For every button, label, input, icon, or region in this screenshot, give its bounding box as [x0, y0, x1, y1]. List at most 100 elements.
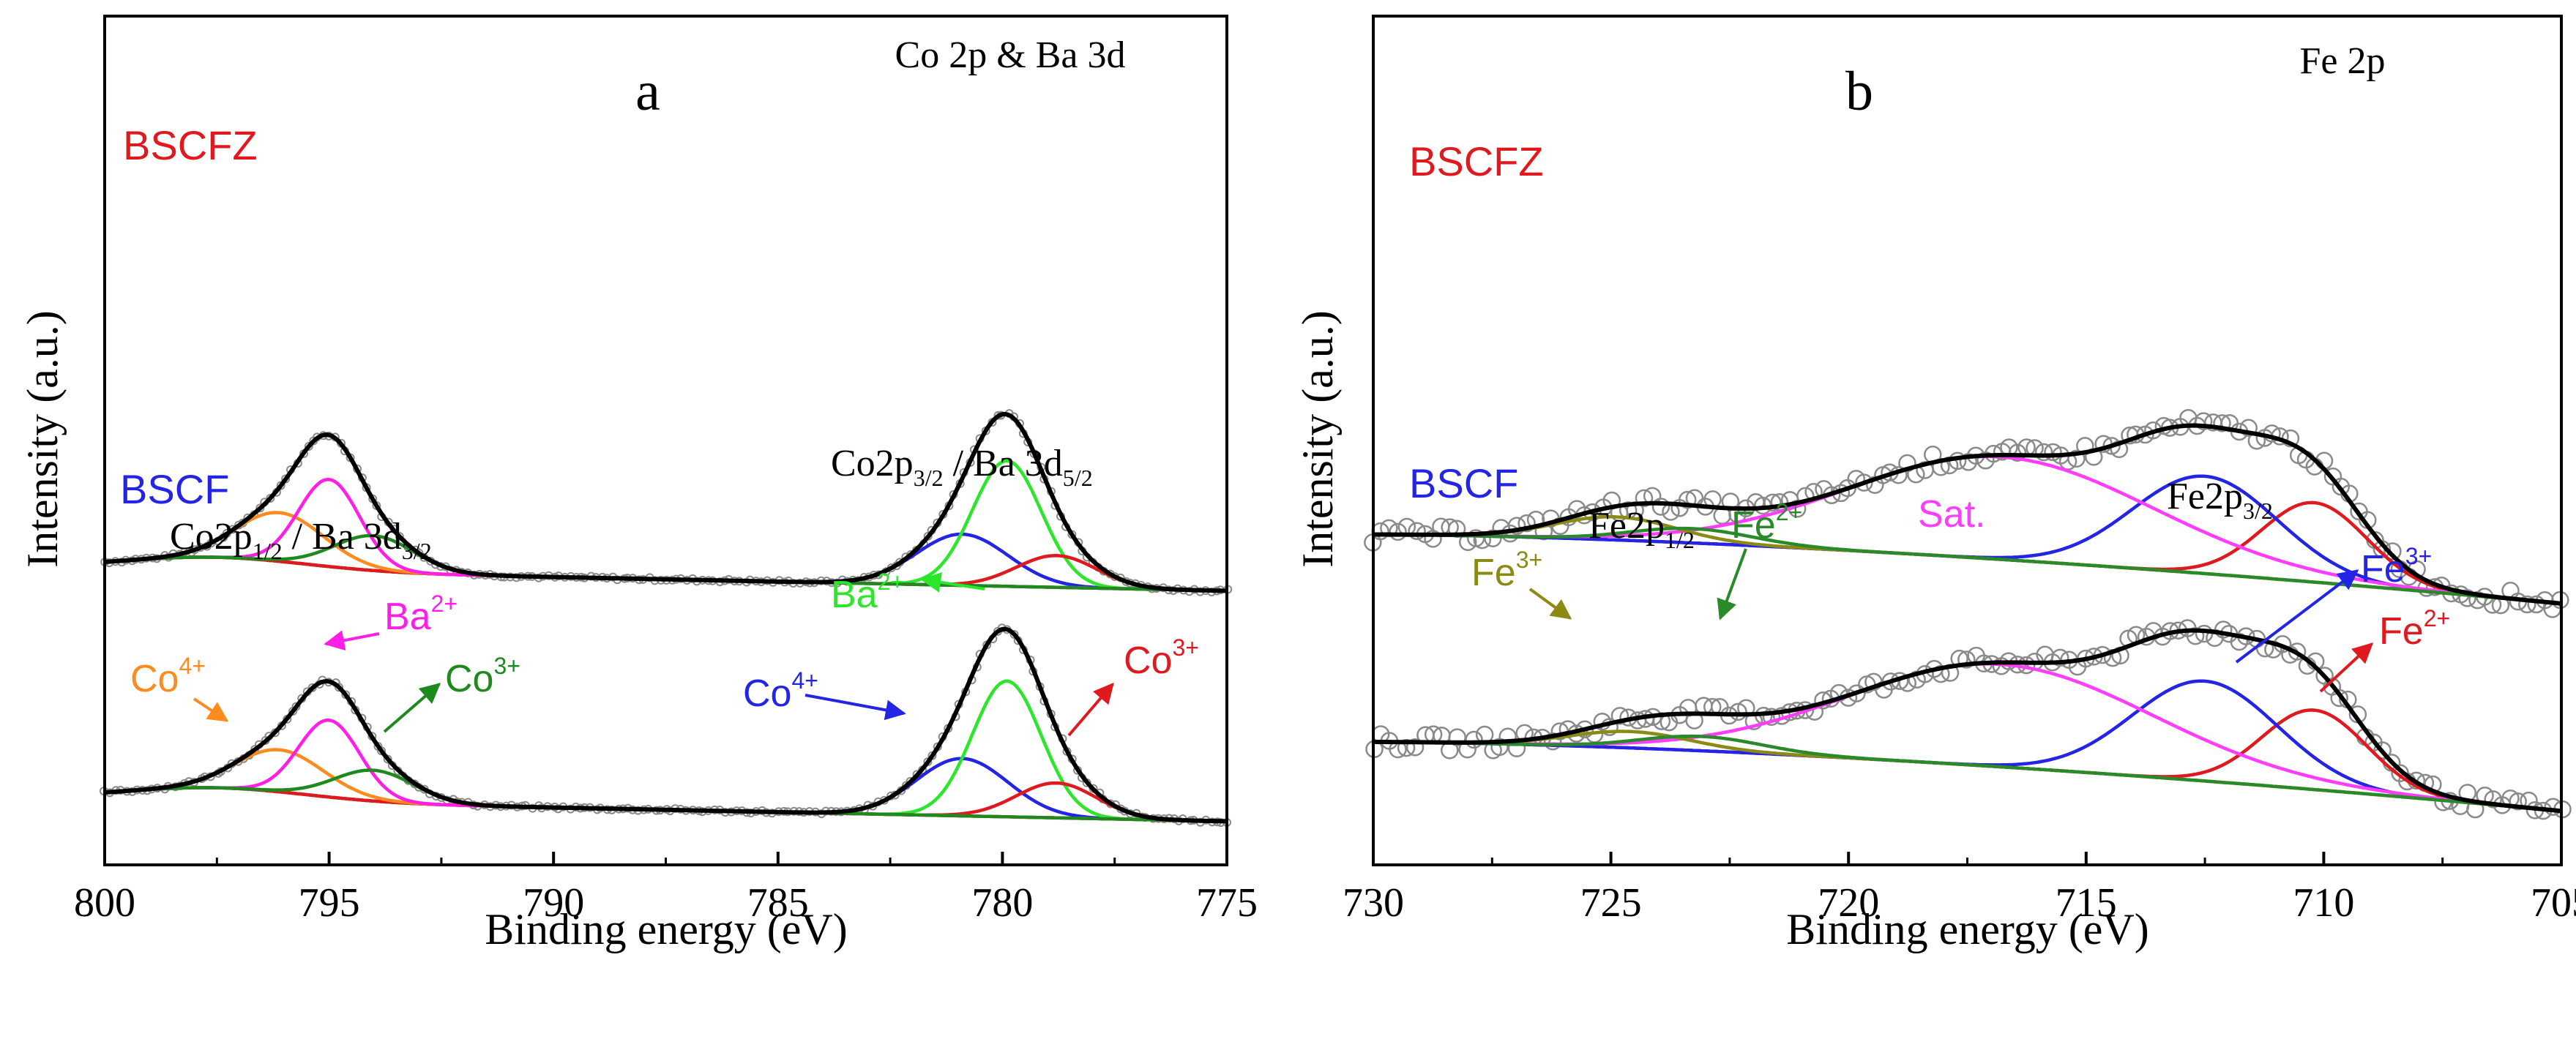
panel-b-x-tick-label: 705: [2531, 880, 2576, 926]
panel-b-letter: b: [1845, 61, 1873, 122]
raw-point: [2239, 419, 2258, 438]
panel-a-x-tick-label: 780: [971, 880, 1033, 926]
panel-a-ann-co2p32: Co2p3/2 / Ba 3d5/2: [831, 443, 1093, 491]
panel-b-ann-sat: Sat.: [1918, 493, 1986, 536]
raw-point: [1408, 522, 1426, 541]
panel-a-ann-co4-right: Co4+: [743, 667, 818, 715]
raw-point: [1957, 650, 1976, 669]
panel-b: 730 725 720 715 710 705 b Fe 2p BSCFZ BSCF Fe…: [1293, 15, 2576, 953]
raw-point: [1855, 473, 1873, 492]
raw-point: [2194, 412, 2213, 430]
series-peak-bscf: [1373, 734, 2562, 813]
panel-b-ann-fe2-right: Fe2+: [2379, 605, 2450, 653]
raw-point: [2186, 626, 2205, 645]
panel-a-ann-co3-left: Co3+: [445, 653, 520, 700]
panel-a-title: Co 2p & Ba 3d: [895, 34, 1126, 76]
raw-point: [2509, 792, 2527, 811]
raw-point: [1405, 738, 1425, 757]
raw-point: [2110, 440, 2129, 459]
panel-a-ann-ba-left: Ba2+: [384, 590, 458, 638]
panel-a: 800 795 790 785 780 775 a Co 2p & Ba 3d BSCFZ…: [18, 15, 1258, 953]
raw-point: [304, 442, 313, 451]
panel-b-plot-area: [1364, 408, 2572, 820]
panel-b-y-axis-title: Intensity (a.u.): [1293, 310, 1342, 568]
raw-point: [2214, 620, 2233, 639]
raw-point: [1507, 517, 1526, 535]
raw-point: [2288, 642, 2307, 661]
raw-point: [2518, 595, 2536, 614]
raw-point: [2373, 741, 2392, 760]
raw-point: [1517, 514, 1536, 533]
series-raw-bscf: [99, 623, 1232, 828]
panel-b-x-axis-title: Binding energy (eV): [1786, 905, 2148, 953]
raw-point: [1762, 708, 1781, 726]
panel-a-x-tick-label: 790: [523, 880, 584, 926]
raw-point: [1651, 498, 1670, 516]
panel-a-arrow-ba-left: [324, 630, 380, 651]
raw-point: [1610, 707, 1629, 725]
panel-b-arrow-fe2-left: [1717, 548, 1747, 620]
raw-point: [2050, 648, 2069, 667]
series-peak-bscfz: [1373, 526, 2562, 606]
raw-point: [1424, 530, 1442, 548]
panel-b-ann-fe2p12: Fe2p1/2: [1588, 505, 1695, 553]
raw-point: [2195, 624, 2214, 643]
panel-a-ann-co3-right: Co3+: [1124, 634, 1199, 682]
panel-a-arrow-co4-left: [193, 697, 229, 722]
raw-point: [2034, 443, 2053, 462]
panel-b-x-ticks: 730 725 720 715 710 705: [1343, 852, 2576, 926]
panel-a-arrow-ba-right: [920, 571, 985, 593]
panel-b-arrow-fe2-right: [2319, 642, 2374, 693]
raw-point: [1009, 630, 1019, 640]
panel-b-x-tick-label: 715: [2056, 880, 2117, 926]
raw-point: [2527, 595, 2546, 614]
panel-a-x-tick-label: 800: [74, 880, 135, 926]
raw-point: [255, 503, 265, 513]
raw-point: [266, 494, 275, 503]
panel-b-ann-fe2-left: Fe2+: [1731, 499, 1802, 547]
panel-a-x-tick-label: 795: [299, 880, 360, 926]
panel-a-ann-co4-left: Co4+: [130, 653, 206, 700]
panel-a-y-axis-title: Intensity (a.u.): [18, 310, 67, 568]
panel-a-x-tick-label: 775: [1196, 880, 1258, 926]
panel-b-sample-bscfz: BSCFZ: [1409, 138, 1544, 184]
panel-a-arrow-co3-right: [1067, 682, 1114, 737]
raw-point: [2330, 689, 2348, 708]
panel-b-x-tick-label: 730: [1343, 880, 1404, 926]
raw-point: [2484, 790, 2502, 809]
series-envelope-bscf: [1373, 628, 2562, 814]
panel-b-x-tick-label: 720: [1818, 880, 1879, 926]
panel-b-ann-fe3-right: Fe3+: [2361, 543, 2432, 590]
raw-point: [335, 683, 344, 692]
series-envelope-bscf: [104, 626, 1228, 824]
panel-a-sample-bscfz: BSCFZ: [123, 122, 258, 168]
raw-point: [1448, 728, 1466, 746]
panel-a-ann-co2p12: Co2p1/2 / Ba 3d3/2: [170, 516, 432, 564]
panel-a-arrow-co3-left: [383, 683, 441, 733]
panel-a-x-ticks: 800 795 790 785 780 775: [74, 852, 1258, 926]
panel-b-ann-fe2p32: Fe2p3/2: [2167, 476, 2273, 524]
panel-a-letter: a: [635, 61, 660, 122]
raw-point: [1729, 702, 1747, 721]
panel-b-title: Fe 2p: [2300, 40, 2386, 82]
raw-point: [1635, 489, 1654, 508]
panel-b-x-tick-label: 725: [1580, 880, 1642, 926]
raw-point: [1763, 493, 1782, 512]
panel-b-arrow-fe3-left: [1528, 588, 1572, 620]
panel-a-plot-area: [99, 409, 1233, 828]
panel-b-arrow-fe3-right: [2235, 569, 2359, 664]
panel-b-sample-bscf: BSCF: [1409, 460, 1518, 506]
raw-point: [2458, 589, 2476, 607]
series-raw-bscfz: [100, 409, 1233, 597]
raw-point: [1465, 730, 1483, 749]
raw-point: [2044, 443, 2062, 462]
panel-a-x-axis-title: Binding energy (eV): [485, 905, 847, 953]
panel-a-ann-ba-right: Ba2+: [831, 569, 904, 616]
raw-point: [2067, 449, 2086, 468]
panel-a-sample-bscf: BSCF: [120, 466, 229, 512]
series-envelope-bscfz: [1373, 423, 2562, 606]
raw-point: [2008, 443, 2027, 462]
raw-point: [276, 481, 285, 490]
series-envelope-bscfz: [104, 411, 1228, 593]
